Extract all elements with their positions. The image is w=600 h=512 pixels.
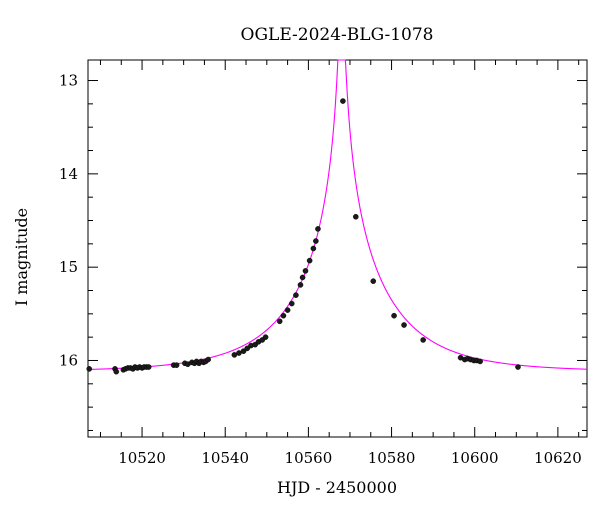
x-tick-label: 10540 — [201, 449, 249, 467]
data-point — [276, 318, 283, 325]
x-tick-label: 10620 — [534, 449, 582, 467]
data-point — [113, 368, 120, 375]
y-tick-label: 14 — [59, 165, 78, 183]
data-point — [370, 278, 377, 284]
x-tick-label: 10560 — [285, 449, 333, 467]
data-point — [391, 312, 397, 319]
y-axis-label: I magnitude — [12, 208, 31, 306]
y-tick-label: 16 — [59, 351, 78, 369]
plot-border — [87, 59, 588, 438]
data-point — [302, 268, 309, 274]
x-tick-label: 10580 — [368, 449, 416, 467]
y-axis-ticks: 13 14 15 16 — [59, 72, 587, 431]
x-tick-label: 10600 — [451, 449, 499, 467]
data-point — [297, 282, 304, 288]
data-point — [515, 364, 521, 370]
data-point — [306, 257, 313, 264]
y-tick-label: 15 — [59, 258, 78, 276]
model-curve — [87, 59, 588, 371]
x-tick-label: 10520 — [118, 449, 166, 467]
model-curve-layer — [87, 59, 588, 371]
data-point — [420, 337, 426, 343]
data-point — [340, 98, 346, 104]
x-axis-label: HJD - 2450000 — [277, 478, 397, 497]
data-point — [284, 307, 291, 313]
data-point — [293, 292, 299, 298]
x-axis-ticks: 10520 10540 10560 10580 10600 10620 — [99, 60, 582, 467]
data-point — [145, 364, 152, 370]
plot-frame — [87, 59, 588, 438]
data-point — [310, 245, 317, 252]
data-point — [244, 345, 251, 352]
data-point — [173, 362, 180, 368]
data-point — [299, 274, 306, 281]
data-points-layer — [86, 98, 521, 375]
data-point — [313, 238, 319, 244]
chart-title: OGLE-2024-BLG-1078 — [241, 25, 434, 45]
y-tick-label: 13 — [59, 72, 78, 90]
data-point — [401, 322, 407, 328]
data-point — [262, 334, 269, 340]
data-point — [477, 358, 483, 365]
data-point — [315, 226, 321, 232]
data-point — [240, 348, 247, 354]
data-point — [352, 213, 359, 220]
data-point — [288, 300, 295, 307]
data-point — [205, 356, 211, 363]
data-point — [86, 366, 93, 372]
data-point — [280, 312, 287, 319]
